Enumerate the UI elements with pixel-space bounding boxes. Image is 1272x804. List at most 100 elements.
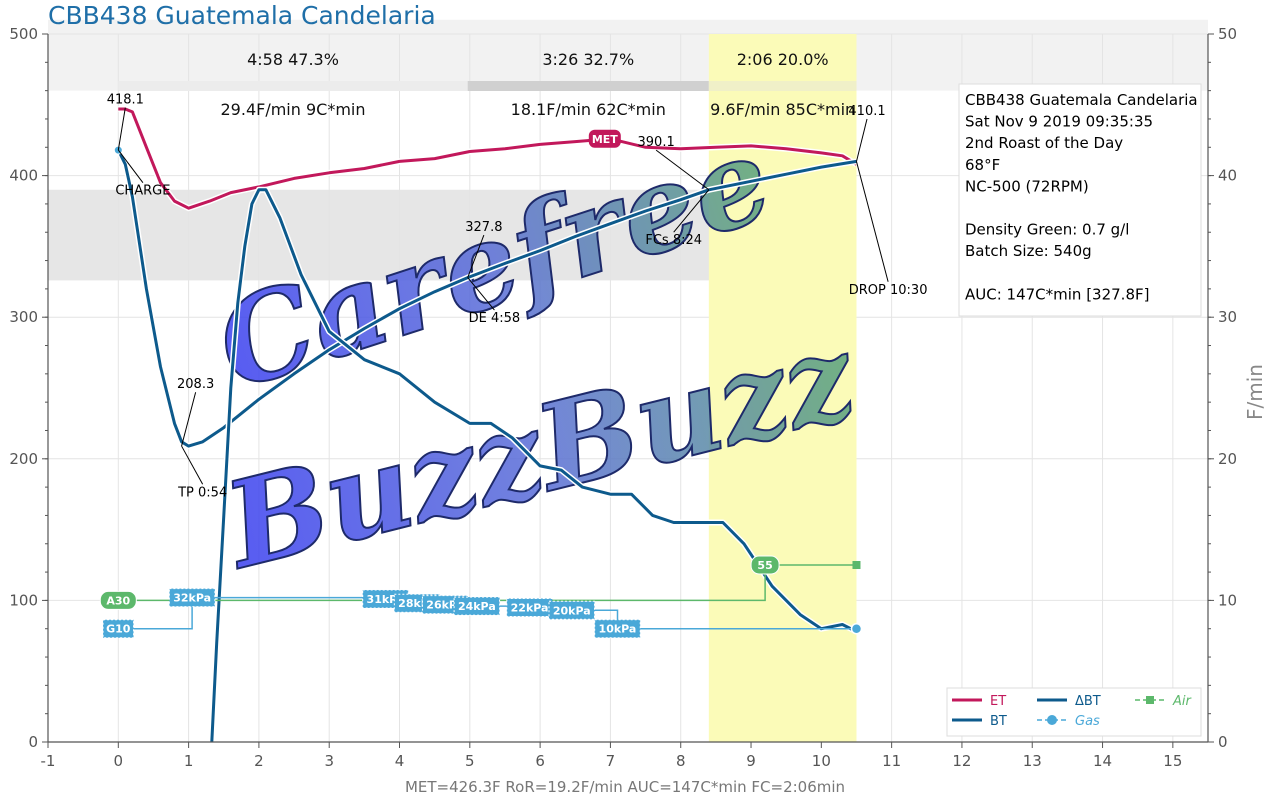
drop-label: DROP 10:30 (849, 283, 928, 298)
fc-value-leader (655, 149, 710, 191)
gas-event-label: 22kPa (511, 601, 549, 614)
chart-title: CBB438 Guatemala Candelaria (48, 1, 436, 30)
y-tick-label: 400 (9, 167, 38, 185)
x-tick-label: 4 (395, 752, 405, 770)
x-tick-label: 9 (746, 752, 756, 770)
x-tick-label: 2 (254, 752, 264, 770)
phase-rate-0: 29.4F/min 9C*min (221, 100, 366, 119)
drop-value: 410.1 (848, 104, 885, 119)
y2-axis-label: F/min (1243, 364, 1267, 420)
info-line: CBB438 Guatemala Candelaria (965, 91, 1198, 109)
series-line-BT (116, 149, 857, 448)
x-tick-label: 7 (606, 752, 616, 770)
y-tick-label: 300 (9, 308, 38, 326)
phase-bar-maillard (467, 81, 709, 91)
legend-label-3: Gas (1075, 714, 1100, 729)
de-value-leader (467, 234, 485, 278)
x-tick-label: 0 (114, 752, 124, 770)
fc-value: 390.1 (638, 135, 675, 150)
x-tick-label: 5 (465, 752, 475, 770)
charge-value-leader (117, 107, 126, 151)
info-line: NC-500 (72RPM) (965, 177, 1089, 195)
legend-label-4: Air (1172, 694, 1193, 709)
info-line: Sat Nov 9 2019 09:35:35 (965, 113, 1153, 131)
x-tick-label: 12 (952, 752, 971, 770)
x-tick-label: 8 (676, 752, 686, 770)
air-event-label: A30 (106, 594, 130, 607)
air-end-marker (852, 561, 861, 569)
legend-box (946, 687, 1202, 737)
tp-label-leader (181, 445, 204, 485)
x-tick-label: 6 (535, 752, 545, 770)
fc-label: FCs 8:24 (645, 233, 702, 248)
met-badge (588, 129, 621, 148)
y2-tick-label: 0 (1218, 733, 1228, 751)
gas-event-label: G10 (106, 623, 131, 636)
gas-event-label: 10kPa (599, 623, 637, 636)
air-event-badge (99, 590, 137, 610)
tp-value-leader (181, 392, 197, 447)
legend-label-1: BT (990, 714, 1007, 729)
x-tick-label: 3 (324, 752, 334, 770)
phase-time-pct-2: 2:06 20.0% (737, 50, 829, 69)
x-tick-label: 14 (1093, 752, 1112, 770)
legend-label-0: ET (990, 694, 1006, 709)
background-stripe (48, 19, 1208, 91)
legend-marker-3 (1047, 715, 1057, 725)
phase-rate-1: 18.1F/min 62C*min (511, 100, 666, 119)
y2-tick-label: 10 (1218, 591, 1237, 609)
phase-bar-development (708, 81, 857, 91)
y-tick-label: 100 (9, 591, 38, 609)
background-stripe (48, 41, 1208, 49)
de-label: DE 4:58 (469, 311, 521, 326)
info-line: Batch Size: 540g (965, 242, 1092, 260)
gas-event-badge (506, 597, 553, 617)
tp-label: TP 0:54 (177, 485, 227, 500)
series-line-ET (118, 107, 858, 210)
legend-label-2: ΔBT (1075, 694, 1101, 709)
de-value: 327.8 (465, 220, 502, 235)
charge-label: CHARGE (115, 184, 170, 199)
drop-value-leader (855, 118, 868, 162)
chart-footer: MET=426.3F RoR=19.2F/min AUC=147C*min FC… (405, 778, 845, 796)
info-line: 68°F (965, 156, 1000, 174)
legend-marker-4 (1146, 696, 1154, 704)
gas-event-badge (102, 619, 135, 639)
y-tick-label: 0 (28, 733, 38, 751)
phase-time-pct-0: 4:58 47.3% (247, 50, 339, 69)
air-event-label: 55 (757, 559, 772, 572)
gas-event-label: 20kPa (553, 604, 591, 617)
gas-event-badge (548, 600, 596, 620)
gas-event-label: 24kPa (458, 600, 496, 613)
y2-tick-label: 30 (1218, 308, 1237, 326)
air-event-badge (750, 555, 780, 575)
gas-event-badge (453, 596, 501, 616)
phase-bar-drying (118, 81, 468, 91)
phase-rate-2: 9.6F/min 85C*min (710, 100, 855, 119)
gas-event-label: 32kPa (173, 592, 211, 605)
x-tick-label: -1 (41, 752, 56, 770)
charge-label-leader (117, 149, 144, 183)
info-line: Density Green: 0.7 g/l (965, 221, 1129, 239)
gas-event-badge (594, 619, 641, 639)
phase-time-pct-1: 3:26 32.7% (542, 50, 634, 69)
drop-label-leader (856, 161, 889, 282)
info-box (958, 83, 1202, 317)
info-line: AUC: 147C*min [327.8F] (965, 285, 1149, 303)
background-stripe (48, 19, 1208, 27)
gas-end-marker (850, 622, 863, 635)
x-tick-label: 10 (812, 752, 831, 770)
fc-label-leader (673, 189, 710, 233)
y2-tick-label: 20 (1218, 450, 1237, 468)
x-tick-label: 15 (1163, 752, 1182, 770)
met-label: MET (592, 133, 618, 146)
info-line: 2nd Roast of the Day (965, 134, 1123, 152)
x-tick-label: 11 (882, 752, 901, 770)
y2-tick-label: 50 (1218, 25, 1237, 43)
tp-value: 208.3 (177, 377, 214, 392)
y-tick-label: 500 (9, 25, 38, 43)
charge-value: 418.1 (107, 93, 144, 108)
x-tick-label: 1 (184, 752, 194, 770)
gas-event-badge (168, 588, 216, 608)
